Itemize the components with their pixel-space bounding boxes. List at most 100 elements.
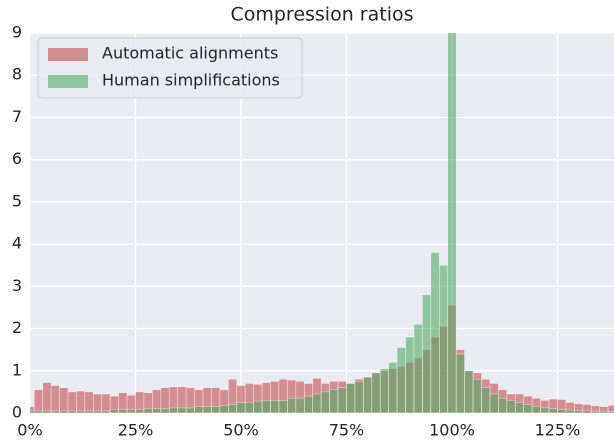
histogram-bar	[455, 353, 465, 413]
histogram-bar	[50, 410, 60, 413]
histogram-bar	[152, 408, 162, 413]
histogram-bar	[194, 406, 204, 413]
histogram-bar	[261, 400, 271, 413]
histogram-bar	[135, 409, 145, 413]
histogram-bar	[303, 395, 314, 413]
y-tick-label: 7	[12, 107, 22, 126]
histogram-bar	[531, 406, 541, 413]
histogram-bar	[50, 385, 60, 413]
histogram-bar	[295, 397, 305, 413]
histogram-bar	[126, 409, 136, 413]
y-tick-label: 2	[12, 318, 22, 337]
histogram-bar	[236, 402, 246, 413]
x-tick-label: 125%	[535, 421, 581, 440]
histogram-bar	[84, 410, 94, 413]
histogram-bar	[76, 410, 86, 413]
legend-swatch	[48, 75, 88, 88]
histogram-bar	[312, 393, 322, 413]
histogram-bar	[185, 407, 195, 413]
histogram-bar	[76, 390, 86, 413]
histogram-bar	[278, 400, 288, 413]
histogram-bar	[582, 410, 592, 413]
histogram-bar	[329, 389, 339, 413]
histogram-bar	[354, 381, 364, 413]
y-tick-label: 4	[12, 234, 22, 253]
histogram-bar	[439, 264, 449, 413]
histogram-bar	[320, 391, 330, 413]
histogram-bar	[396, 347, 406, 413]
histogram-bar	[33, 389, 43, 413]
histogram-bar	[337, 387, 347, 413]
histogram-bar	[168, 407, 178, 413]
y-tick-label: 1	[12, 360, 22, 379]
histogram-bar	[481, 387, 491, 413]
legend-label: Automatic alignments	[102, 44, 278, 63]
histogram-bar	[33, 410, 43, 413]
x-tick-label: 0%	[17, 421, 42, 440]
histogram-bar	[177, 407, 187, 413]
ticks: 0 1 2 3 4 5 6 7 8 9 0% 25% 50% 75% 100% 125%	[12, 23, 581, 440]
histogram-bar	[514, 402, 524, 413]
histogram-bar	[160, 408, 170, 413]
histogram-bar	[413, 324, 423, 413]
histogram-bar	[118, 409, 128, 413]
histogram-bar	[565, 409, 575, 413]
histogram-bar	[590, 411, 600, 413]
histogram-bar	[607, 411, 614, 413]
histogram-bar	[548, 408, 558, 413]
legend-box	[37, 37, 303, 99]
histogram-bar	[371, 372, 381, 413]
y-tick-label: 0	[12, 403, 22, 422]
histogram-bar	[388, 362, 398, 413]
histogram-bar	[67, 391, 77, 413]
histogram-bar	[363, 376, 373, 413]
histogram-bar	[101, 410, 111, 413]
bars	[30, 33, 614, 413]
legend-swatch	[48, 48, 88, 61]
histogram-bar	[346, 383, 356, 413]
histogram-bar	[42, 410, 52, 413]
histogram-bar	[270, 400, 280, 413]
histogram-bar	[472, 378, 482, 413]
histogram-bar	[430, 252, 440, 413]
histogram-bar	[574, 410, 584, 413]
legend: Automatic alignments Human simplification…	[37, 37, 303, 99]
histogram-bar	[447, 33, 457, 413]
histogram-bar	[67, 410, 77, 413]
y-tick-label: 5	[12, 191, 22, 210]
histogram-bar	[287, 397, 297, 413]
histogram-bar	[92, 410, 103, 413]
y-tick-label: 6	[12, 149, 22, 168]
histogram-bar	[422, 294, 432, 413]
histogram-bar	[557, 409, 567, 413]
histogram-bar	[498, 397, 508, 413]
histogram-bar	[59, 410, 69, 413]
histogram-bar	[506, 400, 516, 413]
histogram-bar	[464, 370, 474, 413]
y-tick-label: 8	[12, 65, 22, 84]
histogram-bar	[228, 404, 238, 413]
y-tick-label: 9	[12, 23, 22, 42]
x-tick-label: 50%	[223, 421, 259, 440]
histogram-bar	[599, 411, 609, 413]
histogram-bar	[523, 404, 533, 413]
histogram-bar	[540, 407, 550, 413]
legend-label: Human simplifications	[102, 71, 280, 90]
x-tick-label: 75%	[329, 421, 365, 440]
histogram-bar	[143, 408, 153, 413]
histogram-bar	[59, 387, 69, 413]
histogram-bar	[101, 393, 111, 413]
histogram-bar	[92, 393, 103, 413]
histogram-bar	[219, 405, 229, 413]
histogram-bar	[405, 336, 415, 413]
x-tick-label: 25%	[118, 421, 154, 440]
histogram-bar	[379, 368, 389, 413]
histogram-bar	[489, 393, 499, 413]
histogram-bar	[42, 382, 52, 413]
x-tick-label: 100%	[429, 421, 475, 440]
histogram-bar	[244, 402, 254, 413]
y-tick-label: 3	[12, 276, 22, 295]
histogram-bar	[84, 391, 94, 413]
histogram-bar	[109, 409, 119, 413]
